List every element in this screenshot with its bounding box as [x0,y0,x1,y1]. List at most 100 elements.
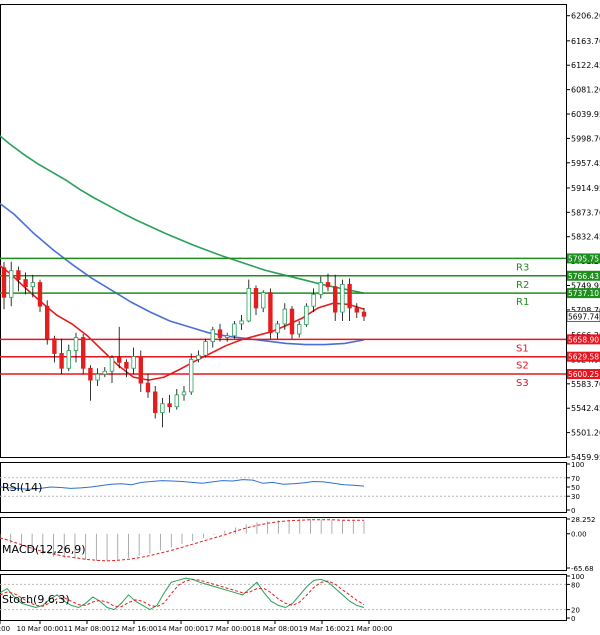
stochastic-title: Stoch(9,6,3) [2,593,70,606]
candle-body [160,403,165,414]
candle-body [260,292,266,309]
current-price-tag [566,311,600,322]
candle-body [224,335,230,338]
candle-body [152,391,158,414]
macd-tick-label: -65.68 [571,565,594,573]
stochastic-tick-label: 20 [571,607,580,615]
time-tick-label: 19 Mar 16:00 [299,625,346,633]
candle-body [217,329,223,338]
price-tick-label: 5914.95 [571,184,600,193]
price-tick-label: 5957.45 [571,159,600,168]
candle-body [1,267,7,298]
candle-body [37,282,43,307]
candle-body [59,353,64,369]
level-price-label: 5629.58 [568,353,599,362]
candle-body [102,370,107,375]
macd-panel-frame [0,517,567,571]
candle-body [347,283,352,309]
level-price-tag [567,351,600,362]
price-tick-label: 5583.70 [571,380,600,389]
level-price-label: 5658.90 [568,335,599,344]
macd-signal-line [0,519,364,562]
candle-body [210,329,215,343]
candle-body [167,403,172,408]
stochastic-tick-label: 80 [571,581,580,589]
price-tick-label: 5459.95 [571,453,600,462]
candle-body [8,270,14,298]
candle-body [52,338,57,354]
level-name-s3: S3 [516,378,529,389]
candle-body [354,307,359,313]
candle-body [296,324,302,335]
level-price-tag [567,334,600,345]
candle-body [138,356,143,384]
candle-body [253,288,259,309]
price-tick-label: 5708.70 [571,306,600,315]
level-price-tag [567,270,600,281]
level-name-s2: S2 [516,361,529,372]
time-tick-label: 00:00 [0,625,10,633]
price-tick-label: 5832.45 [571,233,600,242]
rsi-tick-label: 0 [571,507,575,515]
price-tick-label: 6163.70 [571,37,600,46]
candle-body [45,305,50,340]
time-tick-label: 18 Mar 08:00 [252,625,299,633]
candle-body [23,279,28,288]
candle-body [325,282,331,288]
candle-body [246,288,251,322]
macd-title: MACD(12,26,9) [2,543,86,556]
time-tick-label: 12 Mar 16:00 [111,625,158,633]
candle-body [311,293,316,307]
level-price-label: 5795.75 [568,254,599,263]
candle-body [88,367,93,381]
macd-tick-label: 0.00 [571,531,587,539]
candle-body [117,357,122,363]
candle-body [232,323,237,337]
candle-body [145,382,151,393]
candle-body [340,283,345,313]
price-tick-label: 5749.95 [571,282,600,291]
moving-average-line [0,134,365,294]
level-price-label: 5737.10 [568,289,599,298]
rsi-tick-label: 70 [571,475,580,483]
candle-body [275,323,280,334]
candle-body [188,358,194,393]
candle-body [131,356,136,369]
level-price-tag [567,369,600,380]
candle-body [174,394,179,408]
candle-body [282,308,287,325]
rsi-tick-label: 100 [571,461,584,469]
rsi-tick-label: 30 [571,493,580,501]
time-tick-label: 17 Mar 00:00 [205,625,252,633]
level-name-r3: R3 [516,262,529,273]
time-tick-label: 10 Mar 00:00 [17,625,64,633]
candle-body [203,341,208,356]
candle-body [109,357,115,372]
candle-body [268,292,273,334]
price-tick-label: 6039.95 [571,110,600,119]
price-tick-label: 5998.70 [571,134,600,143]
candle-body [81,337,86,369]
stochastic-panel-frame [0,574,567,621]
price-tick-label: 6122.45 [571,61,600,70]
candle-body [332,286,338,313]
time-tick-label: 14 Mar 00:00 [158,625,205,633]
candle-body [289,308,295,335]
candle-body [73,337,79,351]
candle-body [196,354,201,360]
price-tick-label: 6206.20 [571,12,600,21]
candle-body [30,282,35,288]
candle-body [124,361,129,369]
price-tick-label: 6081.20 [571,86,600,95]
candle-body [95,373,100,381]
level-name-s1: S1 [516,343,529,354]
macd-panel: MACD(12,26,9) 28.252 0.00 -65.68 [0,516,596,573]
level-name-r2: R2 [516,280,529,291]
moving-average-line [0,202,365,346]
price-tick-label: 5501.20 [571,429,600,438]
time-tick-label: 21 Mar 00:00 [346,625,393,633]
macd-tick-label: 28.252 [571,516,596,524]
candle-body [181,391,187,396]
